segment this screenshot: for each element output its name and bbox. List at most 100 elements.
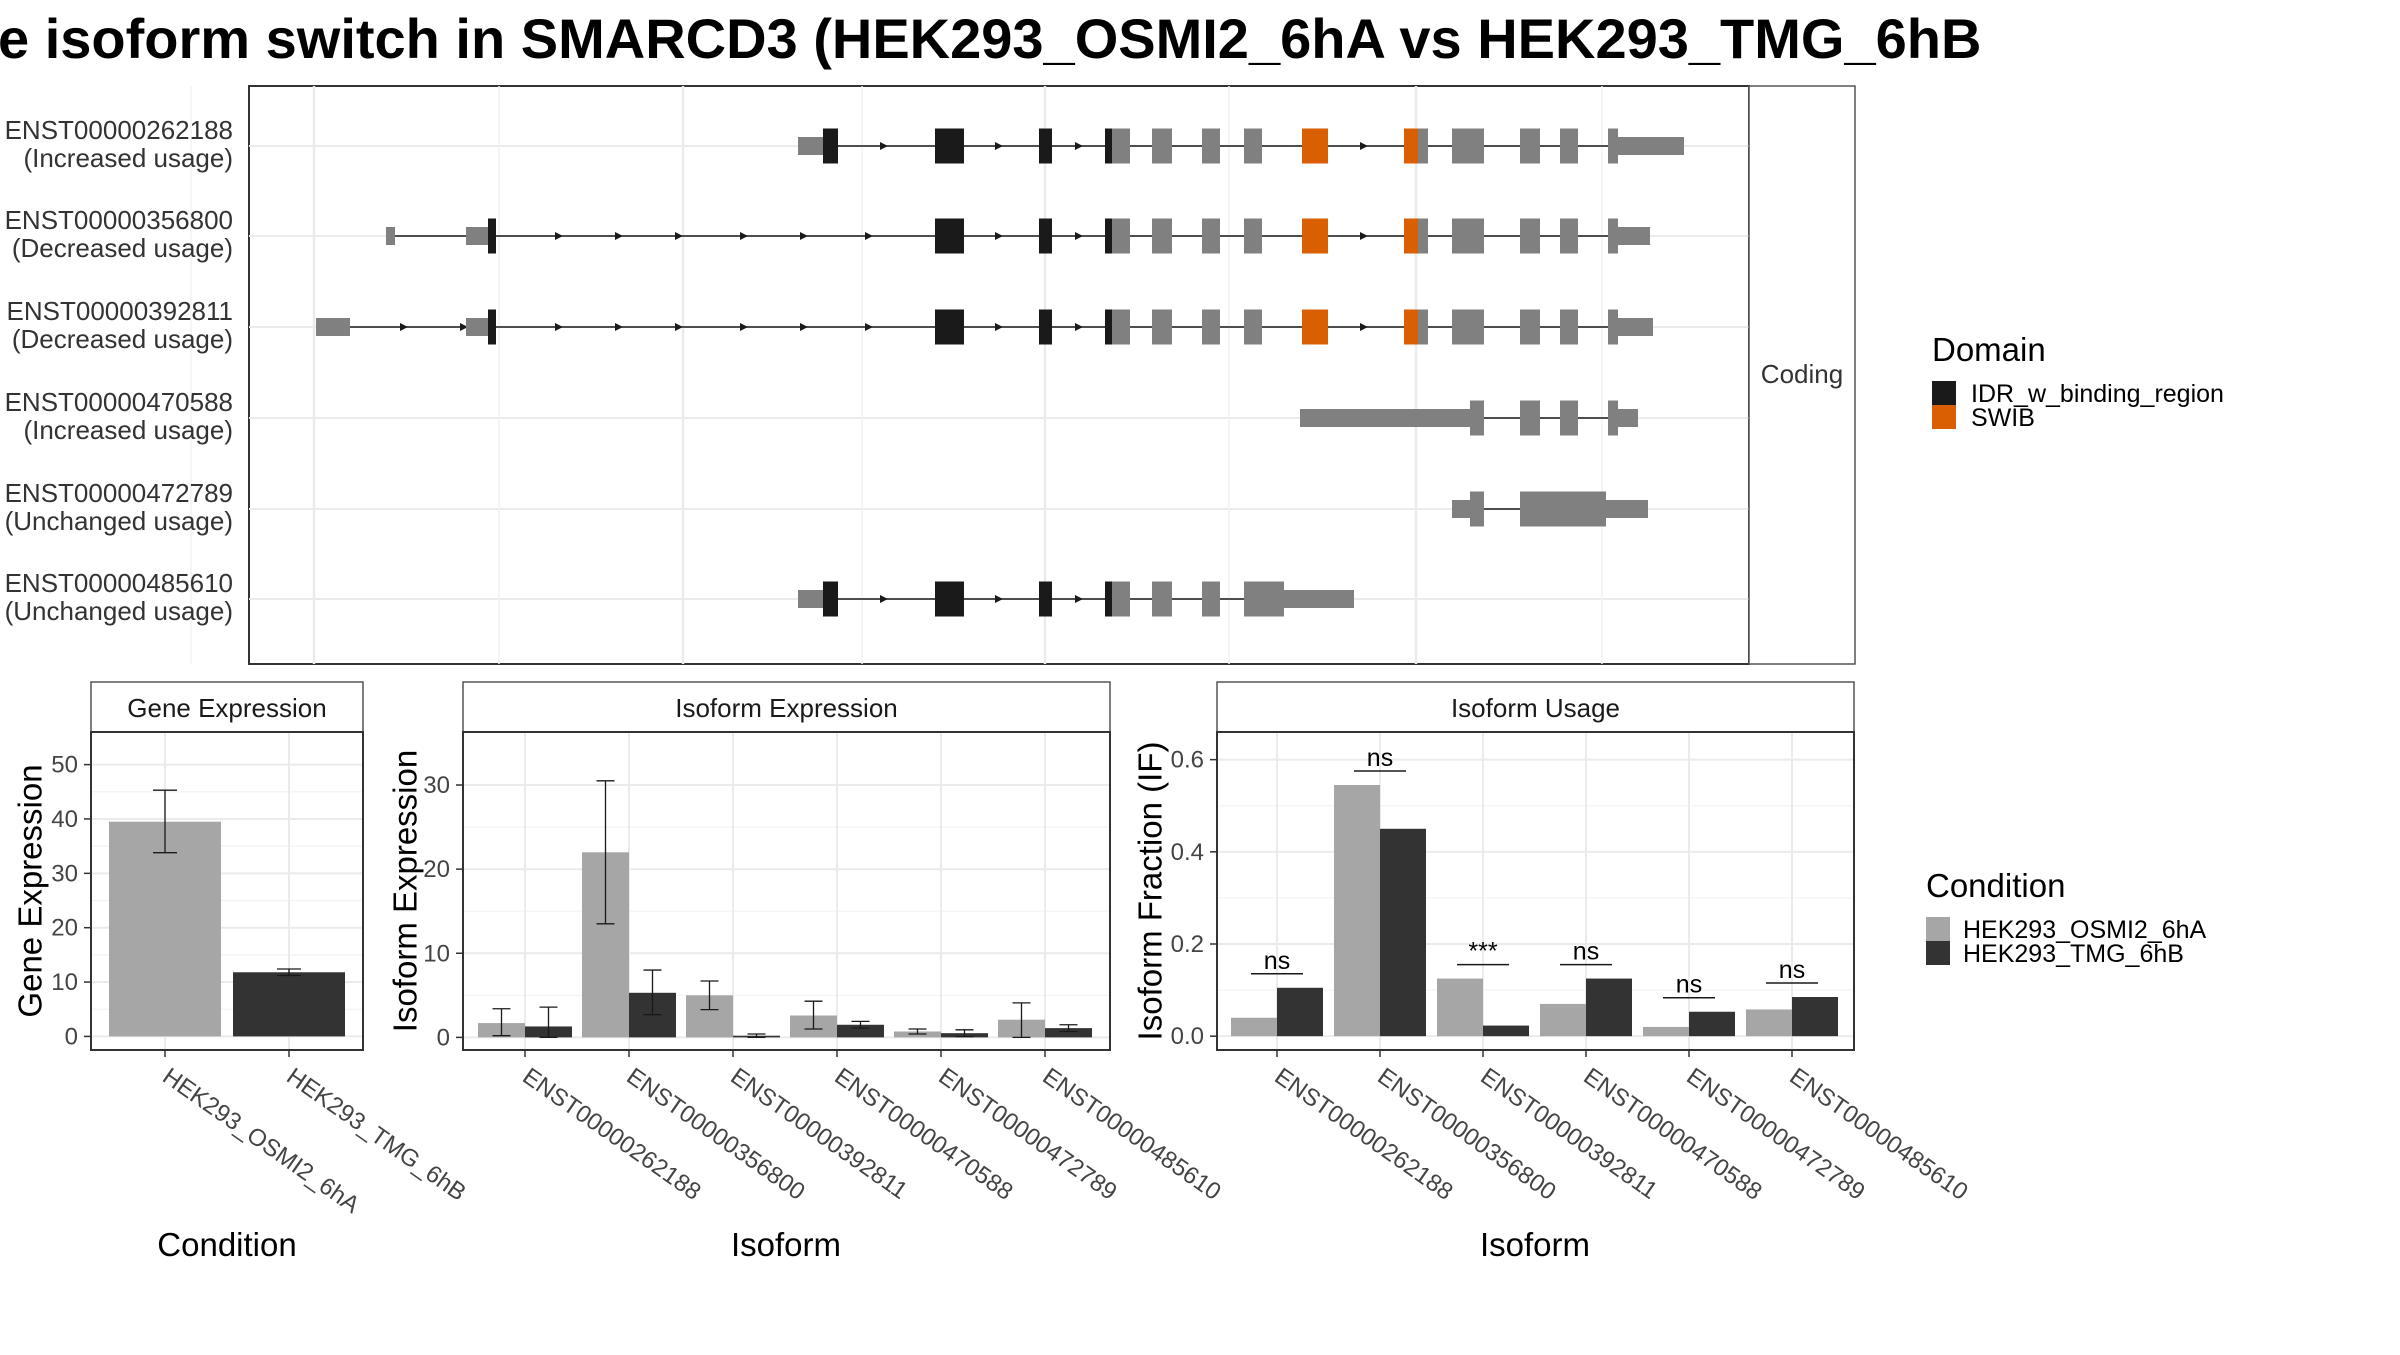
coding-exon	[1418, 128, 1428, 164]
idr-domain-exon	[935, 309, 964, 345]
coding-exon	[1520, 218, 1540, 254]
coding-exon	[1112, 309, 1130, 345]
coding-exon	[1112, 218, 1130, 254]
isoform-usage-y-axis-title: Isoform Fraction (IF)	[1132, 742, 1169, 1041]
idr-domain-exon	[488, 218, 496, 254]
strand-arrow	[880, 595, 888, 603]
transcript-id-label: ENST00000485610	[5, 568, 233, 598]
bar-hek293-osmi2-6ha	[109, 821, 221, 1037]
y-tick-label: 0.2	[1171, 931, 1204, 958]
utr-segment	[1300, 409, 1470, 427]
condition-legend-title: Condition	[1926, 867, 2065, 904]
strand-arrow	[1075, 323, 1083, 331]
transcript-track-enst00000485610	[798, 581, 1354, 617]
coding-exon	[1152, 581, 1172, 617]
strand-arrow	[995, 323, 1003, 331]
legend-swatch-osmi2	[1926, 917, 1950, 941]
swib-domain-exon	[1404, 128, 1418, 164]
structure-tracks	[316, 128, 1684, 617]
y-tick-label: 20	[51, 915, 78, 942]
coding-exon	[1244, 309, 1262, 345]
coding-exon	[1244, 218, 1262, 254]
transcript-id-label: ENST00000392811	[7, 296, 233, 326]
domain-legend: Domain IDR_w_binding_region SWIB	[1932, 331, 2224, 432]
legend-label-osmi2: HEK293_OSMI2_6hA	[1963, 916, 2207, 944]
bar-enst00000356800-osmi2	[1334, 785, 1380, 1037]
gene-expression-x-axis-title: Condition	[157, 1226, 296, 1263]
x-tick-label-enst00000356800: ENST00000356800	[622, 1063, 810, 1206]
significance-label: ns	[1264, 947, 1290, 975]
coding-exon	[1520, 400, 1540, 436]
x-tick-label-enst00000470588: ENST00000470588	[1579, 1063, 1767, 1206]
isoform-usage-x-axis-title: Isoform	[1480, 1226, 1590, 1263]
transcript-id-label: ENST00000356800	[5, 205, 233, 235]
isoform-expression-panel: Isoform Expression 0 10 20 30 ENST00000262188…	[387, 681, 1226, 1263]
coding-exon	[1244, 128, 1262, 164]
coding-exon	[1244, 581, 1284, 617]
bar-enst00000392811-tmg	[1483, 1025, 1529, 1037]
gene-expression-y-axis-title: Gene Expression	[12, 764, 49, 1017]
utr-segment	[466, 318, 488, 336]
coding-exon	[1202, 581, 1220, 617]
idr-domain-exon	[1105, 128, 1112, 164]
condition-legend: Condition HEK293_OSMI2_6hA HEK293_TMG_6h…	[1926, 867, 2207, 968]
strand-arrow	[995, 142, 1003, 150]
strand-arrow	[675, 323, 683, 331]
y-tick-label: 0.0	[1171, 1023, 1204, 1050]
strand-arrow	[555, 232, 563, 240]
coding-exon	[1418, 218, 1428, 254]
coding-exon	[1608, 400, 1618, 436]
isoform-expression-strip	[462, 681, 1111, 733]
transcript-track-enst00000356800	[386, 218, 1650, 254]
y-tick-label: 0.4	[1171, 839, 1204, 866]
strand-arrow	[865, 323, 873, 331]
legend-swatch-tmg	[1926, 941, 1950, 965]
coding-strip-label: Coding	[1761, 359, 1843, 389]
swib-domain-exon	[1404, 218, 1418, 254]
utr-segment	[1618, 409, 1638, 427]
strand-arrow	[615, 232, 623, 240]
transcript-usage-label: (Unchanged usage)	[5, 506, 233, 536]
legend-swatch-idr	[1932, 381, 1956, 405]
coding-exon	[1520, 491, 1606, 527]
isoform-expression-y-axis-title: Isoform Expression	[387, 750, 424, 1032]
strand-arrow	[675, 232, 683, 240]
coding-exon	[1452, 218, 1484, 254]
bar-enst00000485610-osmi2	[1746, 1009, 1792, 1037]
utr-segment	[1452, 500, 1470, 518]
isoform-usage-plot-area	[1217, 732, 1854, 1050]
transcript-track-enst00000262188	[798, 128, 1684, 164]
x-tick-label-enst00000392811: ENST00000392811	[1476, 1063, 1663, 1205]
isoform-usage-strip-label: Isoform Usage	[1451, 693, 1620, 723]
x-tick-label-enst00000472789: ENST00000472789	[1682, 1063, 1870, 1206]
y-tick-label: 10	[51, 969, 78, 996]
strand-arrow	[880, 142, 888, 150]
x-tick-label-hek293-osmi2-6ha: HEK293_OSMI2_6hA	[158, 1063, 365, 1219]
strand-arrow	[865, 232, 873, 240]
transcript-usage-label: (Unchanged usage)	[5, 596, 233, 626]
bar-enst00000470588-tmg	[1586, 978, 1632, 1037]
utr-segment	[1618, 318, 1653, 336]
bar-enst00000470588-tmg	[837, 1024, 884, 1038]
strand-arrow	[1075, 595, 1083, 603]
y-tick-label: 30	[51, 860, 78, 887]
y-tick-label: 50	[51, 752, 78, 779]
legend-swatch-swib	[1932, 405, 1956, 429]
coding-exon	[1560, 128, 1578, 164]
x-tick-label-enst00000472789: ENST00000472789	[934, 1063, 1122, 1206]
gene-expression-panel-border	[90, 731, 364, 1051]
bar-enst00000485610-tmg	[1792, 997, 1838, 1037]
x-tick-label-enst00000485610: ENST00000485610	[1785, 1063, 1973, 1206]
strand-arrow	[1075, 142, 1083, 150]
idr-domain-exon	[823, 128, 838, 164]
legend-label-swib: SWIB	[1971, 404, 2035, 432]
gene-expression-strip-label: Gene Expression	[127, 693, 326, 723]
transcript-track-enst00000392811	[316, 309, 1653, 345]
utr-segment	[798, 137, 823, 155]
coding-exon	[1470, 491, 1484, 527]
structure-panel-border	[248, 85, 1750, 665]
coding-exon	[1452, 128, 1484, 164]
strand-arrow	[800, 232, 808, 240]
legend-label-idr: IDR_w_binding_region	[1971, 380, 2224, 408]
